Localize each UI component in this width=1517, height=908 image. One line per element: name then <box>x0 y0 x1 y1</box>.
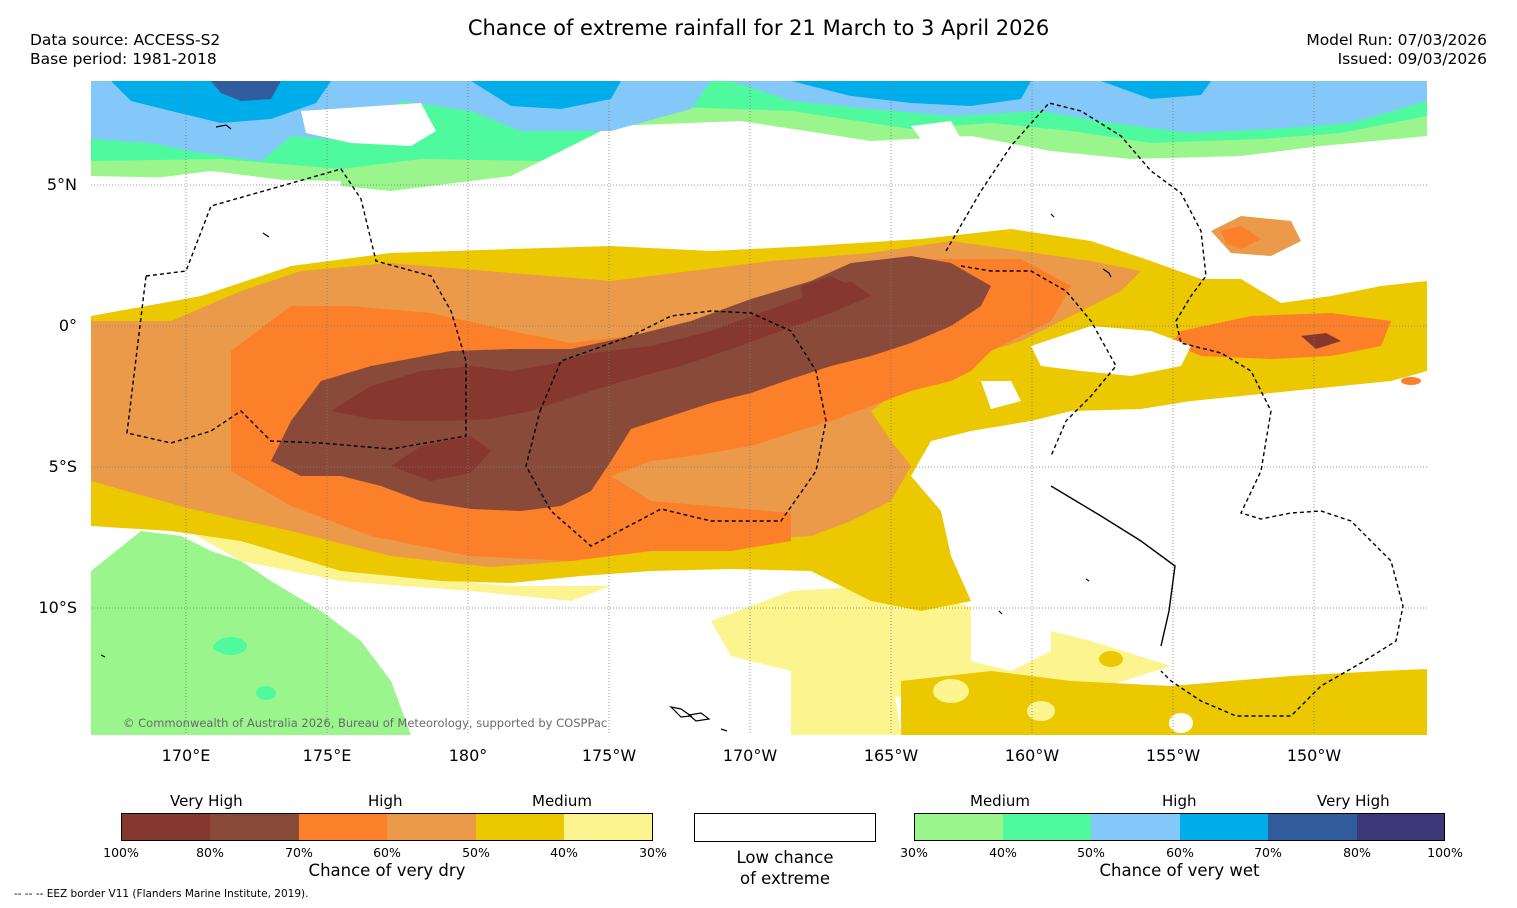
wet-swatch-3 <box>1091 813 1180 841</box>
dry-scale-label: Chance of very dry <box>308 861 466 880</box>
lon-label-160w: 160°W <box>1004 746 1060 765</box>
lon-label-180: 180° <box>448 746 488 765</box>
neutral-label: Low chance of extreme <box>694 847 876 889</box>
neutral-label-line1: Low chance <box>736 848 834 867</box>
wet-tick: 60% <box>1166 845 1194 860</box>
wet-heading-medium: Medium <box>970 792 1030 810</box>
dry-swatch-6 <box>564 813 653 841</box>
lat-label-equator: 0° <box>58 316 77 335</box>
eez-footnote: -- -- -- EEZ border V11 (Flanders Marine… <box>14 888 309 900</box>
wet-swatch-4 <box>1180 813 1268 841</box>
lat-label-5n: 5°N <box>46 175 77 194</box>
dry-tick: 50% <box>462 845 490 860</box>
run-info: Model Run: 07/03/2026 Issued: 09/03/2026 <box>1306 31 1487 69</box>
dry-swatch-2 <box>210 813 299 841</box>
dry-heading-very-high: Very High <box>170 792 243 810</box>
dry-heading-high: High <box>368 792 403 810</box>
wet-swatch-6 <box>1357 813 1445 841</box>
wet-swatch-2 <box>1003 813 1091 841</box>
eez-borders <box>126 102 1404 717</box>
lon-label-175e: 175°E <box>302 746 352 765</box>
dry-swatch-3 <box>299 813 387 841</box>
dry-region-southeast <box>791 651 1427 735</box>
lon-label-165w: 165°W <box>863 746 919 765</box>
wet-swatch-5 <box>1268 813 1357 841</box>
wet-tick: 30% <box>900 845 928 860</box>
wet-tick: 40% <box>989 845 1017 860</box>
dry-tick: 80% <box>196 845 224 860</box>
islands <box>100 124 1112 732</box>
dry-tick: 60% <box>373 845 401 860</box>
wet-tick: 70% <box>1254 845 1282 860</box>
copyright-notice: © Commonwealth of Australia 2026, Bureau… <box>123 716 608 730</box>
low-chance-areas <box>91 176 1427 656</box>
lat-label-10s: 10°S <box>38 598 77 617</box>
lon-label-170e: 170°E <box>161 746 211 765</box>
dry-patches-east <box>1171 216 1421 385</box>
wet-tick: 80% <box>1343 845 1371 860</box>
wet-tick: 50% <box>1077 845 1105 860</box>
dry-colorbar-frame <box>121 813 653 841</box>
wet-swatch-1 <box>914 813 1003 841</box>
dry-tick: 40% <box>550 845 578 860</box>
wet-band-north <box>91 81 1427 191</box>
wet-region-southwest <box>91 531 411 735</box>
wet-scale-label: Chance of very wet <box>1099 861 1260 880</box>
data-source: Data source: ACCESS-S2 <box>30 31 221 49</box>
map-title: Chance of extreme rainfall for 21 March … <box>467 16 1050 40</box>
model-run: Model Run: 07/03/2026 <box>1306 31 1487 49</box>
lat-label-5s: 5°S <box>48 457 77 476</box>
wet-tick: 100% <box>1427 845 1463 860</box>
lon-label-175w: 175°W <box>581 746 637 765</box>
dry-tick: 70% <box>285 845 313 860</box>
dry-heading-medium: Medium <box>532 792 592 810</box>
base-period: Base period: 1981-2018 <box>30 50 217 68</box>
dry-swatch-5 <box>476 813 564 841</box>
rainfall-map <box>91 81 1427 735</box>
wet-heading-very-high: Very High <box>1317 792 1390 810</box>
dry-swatch-4 <box>387 813 476 841</box>
neutral-label-line2: of extreme <box>739 869 831 888</box>
dry-tick: 30% <box>639 845 667 860</box>
lon-label-150w: 150°W <box>1286 746 1342 765</box>
wet-colorbar-frame <box>914 813 1445 841</box>
wet-heading-high: High <box>1162 792 1197 810</box>
dry-tick: 100% <box>103 845 139 860</box>
issued-date: Issued: 09/03/2026 <box>1337 50 1487 68</box>
dry-band-main <box>91 229 1427 611</box>
neutral-swatch <box>694 813 876 842</box>
dry-swatch-1 <box>121 813 210 841</box>
data-source-info: Data source: ACCESS-S2 Base period: 1981… <box>30 31 220 69</box>
lon-label-170w: 170°W <box>722 746 778 765</box>
lon-label-155w: 155°W <box>1145 746 1201 765</box>
map-gridlines <box>91 81 1427 735</box>
